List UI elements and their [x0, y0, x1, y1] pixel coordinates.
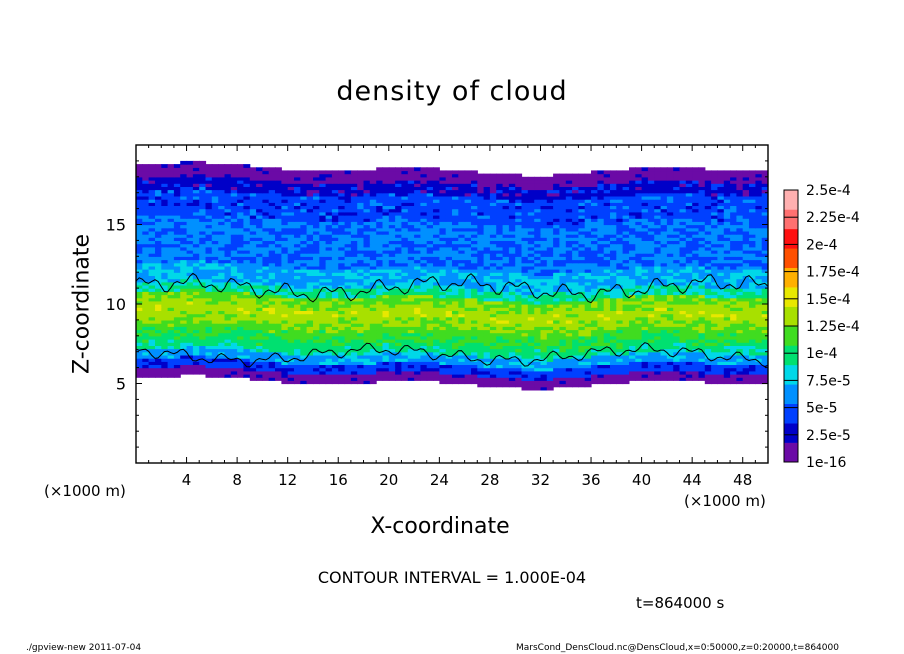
y-tick-label: 10 [106, 295, 126, 314]
colorbar-label: 1.25e-4 [806, 319, 860, 335]
colorbar-swatch [784, 345, 798, 366]
y-tick-label: 5 [116, 375, 126, 394]
colorbar: 1e-16 2.5e-5 5e-5 7.5e-5 1e-4 1.25e-4 1.5e-4 1.… [783, 183, 860, 471]
x-tick-label: 44 [683, 471, 702, 489]
colorbar-swatch [784, 326, 798, 346]
x-axis-label-wrap: X-coordinate [0, 514, 904, 539]
colorbar-label: 2.5e-4 [806, 183, 851, 199]
colorbar-swatch [784, 190, 798, 210]
colorbar-swatch [784, 384, 798, 405]
colorbar-label: 1.5e-4 [806, 292, 851, 308]
x-tick-label: 40 [632, 471, 651, 489]
x-tick-label: 4 [182, 471, 192, 489]
colorbar-label: 5e-5 [806, 401, 837, 417]
colorbar-swatch [784, 306, 798, 327]
colorbar-label: 2.25e-4 [806, 210, 860, 226]
colorbar-label: 1.75e-4 [806, 265, 860, 281]
colorbar-swatch [784, 442, 798, 463]
y-tick-label: 15 [106, 216, 126, 235]
x-tick-label: 16 [329, 471, 348, 489]
time-label: t=864000 s [636, 594, 725, 612]
contour-interval-text: CONTOUR INTERVAL = 1.000E-04 [317, 568, 587, 587]
x-tick-label: 48 [733, 471, 752, 489]
density-field [136, 160, 768, 391]
x-tick-label: 12 [278, 471, 297, 489]
contour-lines [136, 272, 768, 368]
footer-left: ./gpview-new 2011-07-04 [26, 643, 142, 653]
x-tick-label: 8 [232, 471, 242, 489]
x-tick-label: 32 [531, 471, 550, 489]
colorbar-swatch [784, 364, 798, 385]
contour-upper [136, 272, 768, 304]
colorbar-label: 1e-16 [806, 455, 846, 471]
x-tick-label: 36 [581, 471, 600, 489]
colorbar-swatch [784, 423, 798, 443]
contour-lower [136, 342, 768, 368]
y-axis: 5 10 15 [106, 160, 768, 448]
x-axis-label: X-coordinate [370, 514, 510, 539]
x-axis: 4 8 12 16 20 24 28 32 36 40 44 48 [148, 145, 756, 489]
colorbar-label: 2e-4 [806, 237, 838, 253]
colorbar-swatch [784, 228, 798, 249]
x-tick-label: 20 [379, 471, 398, 489]
colorbar-label: 1e-4 [806, 346, 838, 362]
x-tick-label: 24 [430, 471, 449, 489]
footer-right: MarsCond_DensCloud.nc@DensCloud,x=0:5000… [516, 643, 839, 653]
colorbar-swatch [784, 248, 798, 269]
x-unit-left: (×1000 m) [44, 482, 126, 500]
x-tick-label: 28 [480, 471, 499, 489]
colorbar-label: 7.5e-5 [806, 373, 851, 389]
colorbar-label: 2.5e-5 [806, 428, 851, 444]
colorbar-swatch [784, 267, 798, 288]
colorbar-swatch [784, 209, 798, 230]
colorbar-swatch [784, 403, 798, 424]
chart-title: density of cloud [336, 76, 568, 107]
y-axis-label: Z-coordinate [69, 234, 95, 374]
x-unit-right: (×1000 m) [684, 492, 766, 510]
colorbar-swatch [784, 287, 798, 307]
